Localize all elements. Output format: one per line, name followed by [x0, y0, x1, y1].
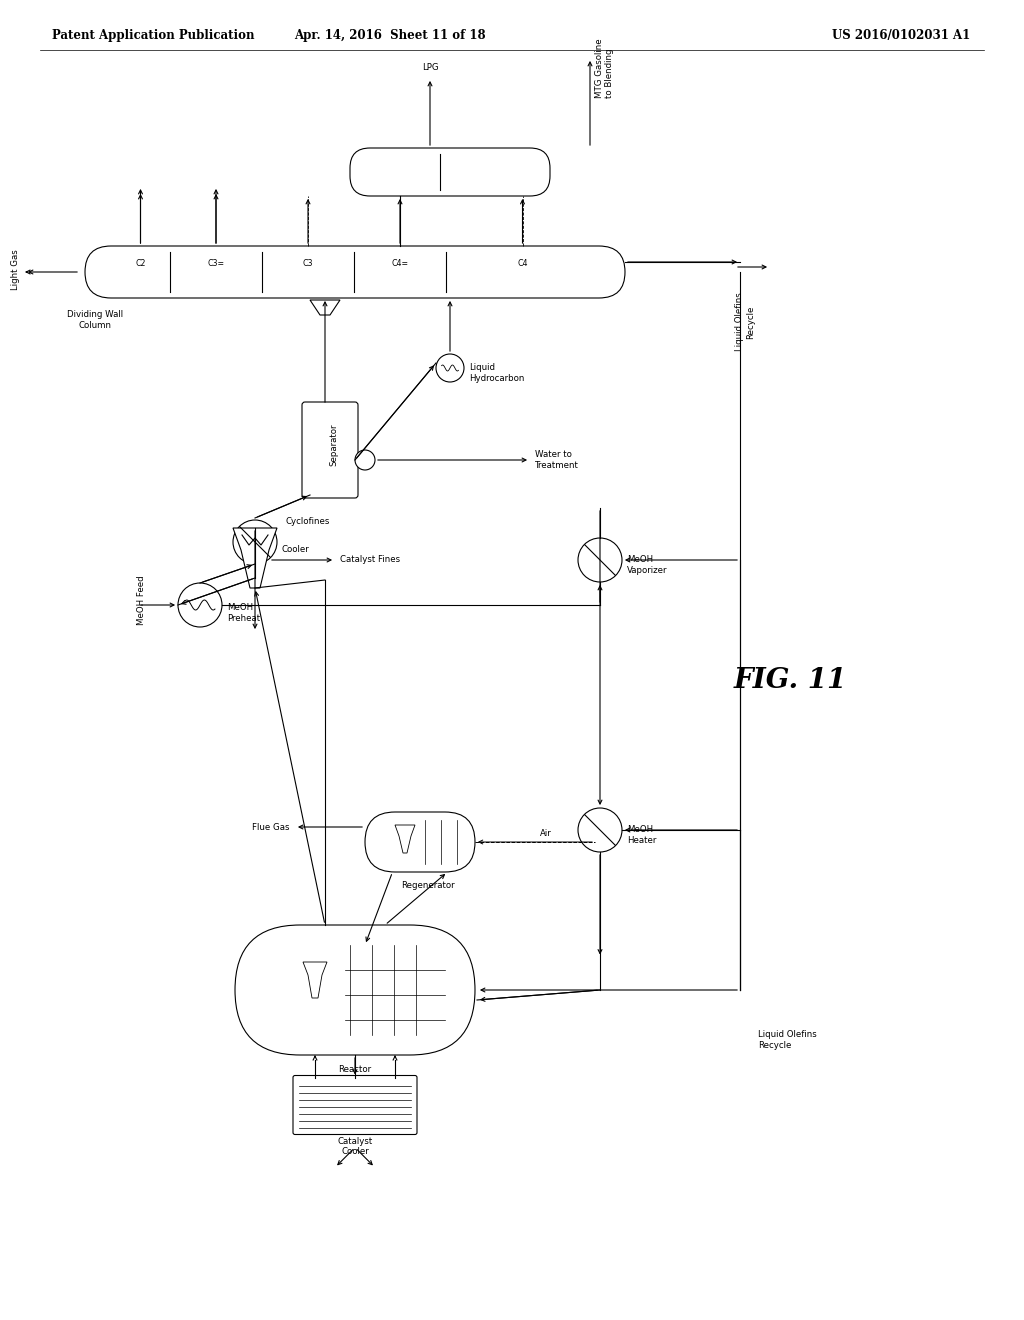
- Polygon shape: [233, 528, 278, 587]
- Text: Liquid Olefins
Recycle: Liquid Olefins Recycle: [735, 293, 755, 351]
- Text: LPG: LPG: [422, 63, 438, 73]
- Text: Apr. 14, 2016  Sheet 11 of 18: Apr. 14, 2016 Sheet 11 of 18: [294, 29, 485, 41]
- Text: MeOH
Preheat: MeOH Preheat: [227, 603, 260, 623]
- Text: Liquid
Hydrocarbon: Liquid Hydrocarbon: [469, 363, 524, 383]
- Text: C4=: C4=: [391, 260, 409, 268]
- Text: C2: C2: [135, 260, 145, 268]
- Text: Air: Air: [540, 829, 552, 838]
- Circle shape: [233, 520, 278, 564]
- Text: Flue Gas: Flue Gas: [253, 822, 290, 832]
- Polygon shape: [303, 962, 327, 998]
- Text: Dividing Wall
Column: Dividing Wall Column: [67, 310, 123, 330]
- Text: MeOH Feed: MeOH Feed: [137, 576, 146, 624]
- Polygon shape: [310, 300, 340, 315]
- Text: Water to
Treatment: Water to Treatment: [535, 450, 579, 470]
- Text: Patent Application Publication: Patent Application Publication: [52, 29, 255, 41]
- FancyBboxPatch shape: [234, 925, 475, 1055]
- FancyBboxPatch shape: [85, 246, 625, 298]
- Ellipse shape: [355, 450, 375, 470]
- FancyBboxPatch shape: [302, 403, 358, 498]
- Text: US 2016/0102031 A1: US 2016/0102031 A1: [831, 29, 970, 41]
- Circle shape: [436, 354, 464, 381]
- Text: Catalyst
Cooler: Catalyst Cooler: [337, 1137, 373, 1156]
- Text: MeOH
Heater: MeOH Heater: [627, 825, 656, 845]
- Circle shape: [578, 539, 622, 582]
- Text: MTG Gasoline
to Blending: MTG Gasoline to Blending: [595, 38, 614, 98]
- Text: Separator: Separator: [330, 424, 339, 466]
- Text: FIG. 11: FIG. 11: [733, 667, 847, 693]
- Polygon shape: [395, 825, 415, 853]
- Text: C3=: C3=: [208, 260, 224, 268]
- Text: Liquid Olefins
Recycle: Liquid Olefins Recycle: [758, 1031, 817, 1049]
- FancyBboxPatch shape: [365, 812, 475, 873]
- Text: Regenerator: Regenerator: [401, 882, 455, 891]
- Text: MeOH
Vaporizer: MeOH Vaporizer: [627, 556, 668, 574]
- Circle shape: [178, 583, 222, 627]
- FancyBboxPatch shape: [293, 1076, 417, 1134]
- Text: Reactor: Reactor: [339, 1064, 372, 1073]
- Text: Cyclofines: Cyclofines: [285, 517, 330, 527]
- Text: Light Gas: Light Gas: [11, 249, 20, 290]
- FancyBboxPatch shape: [350, 148, 550, 195]
- Text: Catalyst Fines: Catalyst Fines: [340, 556, 400, 565]
- Text: C4: C4: [517, 260, 527, 268]
- Text: Cooler: Cooler: [282, 545, 309, 554]
- Circle shape: [578, 808, 622, 851]
- Text: C3: C3: [303, 260, 313, 268]
